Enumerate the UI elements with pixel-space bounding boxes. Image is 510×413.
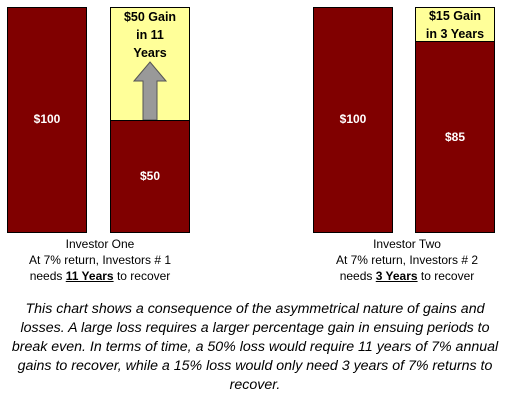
bar-investor-two-after-loss [415, 41, 495, 233]
bar-label-investor-one-after-loss: $50 [139, 169, 161, 183]
caption-investor-two-pre: needs [339, 269, 373, 283]
bar-investor-one-initial [7, 7, 87, 233]
gain-label-investor-two: $15 Gain in 3 Years [425, 9, 485, 41]
bar-label-investor-two-initial: $100 [339, 112, 367, 126]
caption-investor-two-line2: At 7% return, Investors # 2 [335, 253, 479, 267]
up-arrow-icon [133, 61, 167, 121]
gain-label-investor-one: $50 Gain in 11 Years [123, 10, 177, 60]
explanatory-note: This chart shows a consequence of the as… [11, 301, 499, 393]
caption-investor-one-line3: needs 11 Years to recover [5, 268, 195, 284]
caption-investor-one-years: 11 Years [65, 269, 114, 283]
caption-investor-one-title: Investor One [65, 237, 135, 251]
bar-label-investor-two-after-loss: $85 [444, 130, 466, 144]
caption-investor-one-pre: needs [29, 269, 63, 283]
caption-investor-two-title: Investor Two [373, 237, 441, 251]
bar-label-investor-one-initial: $100 [33, 112, 61, 126]
caption-investor-one: Investor One At 7% return, Investors # 1… [5, 236, 195, 284]
caption-investor-one-line2: At 7% return, Investors # 1 [28, 253, 172, 267]
caption-investor-two: Investor Two At 7% return, Investors # 2… [312, 236, 502, 284]
bar-investor-two-initial [313, 7, 393, 233]
caption-investor-two-line3: needs 3 Years to recover [312, 268, 502, 284]
caption-investor-two-years: 3 Years [375, 269, 418, 283]
caption-investor-two-post: to recover [420, 269, 475, 283]
bar-investor-one-after-loss [110, 120, 190, 233]
caption-investor-one-post: to recover [116, 269, 171, 283]
